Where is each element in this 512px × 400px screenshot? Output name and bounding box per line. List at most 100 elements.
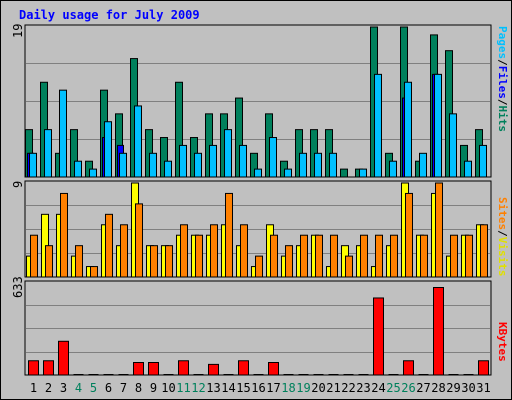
visits-legend: Sites/Visits [496, 197, 509, 277]
files-bar [434, 73, 442, 178]
files-bar [134, 105, 142, 178]
x-tick-label: 29 [446, 381, 461, 395]
sites-bar [345, 255, 353, 278]
x-tick-label: 8 [134, 381, 143, 395]
sites-bar [105, 213, 113, 278]
files-bar [299, 152, 307, 178]
kbytes-bar [58, 340, 69, 376]
sites-bar [180, 224, 188, 278]
x-tick-label: 28 [431, 381, 446, 395]
files-bar [329, 152, 337, 178]
x-tick-label: 24 [371, 381, 386, 395]
files-bar [119, 152, 127, 178]
files-bar [74, 160, 82, 178]
files-bar [389, 160, 397, 178]
x-tick-label: 18 [281, 381, 296, 395]
sites-bar [420, 234, 428, 278]
x-tick-label: 30 [461, 381, 476, 395]
sites-bar [480, 224, 488, 278]
sites-bar [300, 234, 308, 278]
x-tick-label: 20 [311, 381, 326, 395]
kbytes-legend: KBytes [496, 322, 509, 362]
x-tick-label: 11 [176, 381, 191, 395]
chart-title: Daily usage for July 2009 [19, 8, 200, 22]
sites-bar [450, 234, 458, 278]
sites-bar [285, 245, 293, 278]
sites-bar [465, 234, 473, 278]
legend-separator: / [496, 98, 509, 106]
x-tick-label: 13 [206, 381, 221, 395]
files-bar [464, 160, 472, 178]
kbytes-bar [478, 360, 489, 376]
kbytes-bar [148, 362, 159, 376]
x-tick-label: 5 [89, 381, 98, 395]
visits-ymax-label: 9 [11, 180, 25, 188]
x-tick-label: 9 [149, 381, 158, 395]
x-tick-label: 17 [266, 381, 281, 395]
x-tick-label: 25 [386, 381, 401, 395]
files-bar [314, 152, 322, 178]
hits-legend: Pages/Files/Hits [496, 26, 509, 132]
files-bar [104, 121, 112, 178]
x-tick-label: 4 [74, 381, 83, 395]
sites-bar [375, 234, 383, 278]
sites-bar [255, 255, 263, 278]
x-tick-label: 10 [161, 381, 176, 395]
legend-sites: Sites [496, 197, 509, 231]
hits-bar [340, 168, 348, 178]
sites-bar [90, 266, 98, 278]
kbytes-bar [28, 360, 39, 376]
x-tick-label: 6 [104, 381, 113, 395]
kbytes-bar [43, 360, 54, 376]
files-bar [44, 129, 52, 178]
sites-bar [330, 234, 338, 278]
x-tick-label: 14 [221, 381, 236, 395]
sites-bar [45, 245, 53, 278]
x-tick-label: 19 [296, 381, 311, 395]
sites-bar [390, 234, 398, 278]
files-bar [359, 168, 367, 178]
files-bar [89, 168, 97, 178]
legend-kbytes: KBytes [496, 322, 509, 362]
files-bar [179, 144, 187, 178]
files-bar [29, 152, 37, 178]
sites-bar [315, 234, 323, 278]
files-bar [269, 137, 277, 178]
files-bar [284, 168, 292, 178]
sites-bar [405, 192, 413, 278]
sites-bar [60, 192, 68, 278]
files-bar [209, 144, 217, 178]
sites-bar [135, 203, 143, 278]
x-tick-label: 23 [356, 381, 371, 395]
kbytes-bar [208, 363, 219, 376]
sites-bar [150, 245, 158, 278]
files-bar [164, 160, 172, 178]
kbytes-bar [238, 360, 249, 376]
kbytes-bar [433, 287, 444, 376]
files-bar [479, 144, 487, 178]
kbytes-bar [373, 297, 384, 376]
files-bar [194, 152, 202, 178]
x-tick-label: 7 [119, 381, 128, 395]
sites-bar [210, 224, 218, 278]
legend-hits: Hits [496, 105, 509, 133]
legend-pages: Pages [496, 26, 509, 60]
x-tick-label: 2 [44, 381, 53, 395]
sites-bar [165, 245, 173, 278]
legend-files: Files [496, 65, 509, 99]
x-tick-label: 15 [236, 381, 251, 395]
x-tick-label: 12 [191, 381, 206, 395]
x-tick-label: 3 [59, 381, 68, 395]
files-bar [404, 81, 412, 178]
sites-bar [30, 234, 38, 278]
files-bar [449, 113, 457, 178]
x-tick-label: 27 [416, 381, 431, 395]
files-bar [419, 152, 427, 178]
legend-separator: / [496, 59, 509, 66]
sites-bar [225, 192, 233, 278]
kbytes-bar [178, 360, 189, 376]
sites-bar [120, 224, 128, 278]
x-tick-label: 31 [476, 381, 491, 395]
files-bar [149, 152, 157, 178]
sites-bar [270, 234, 278, 278]
